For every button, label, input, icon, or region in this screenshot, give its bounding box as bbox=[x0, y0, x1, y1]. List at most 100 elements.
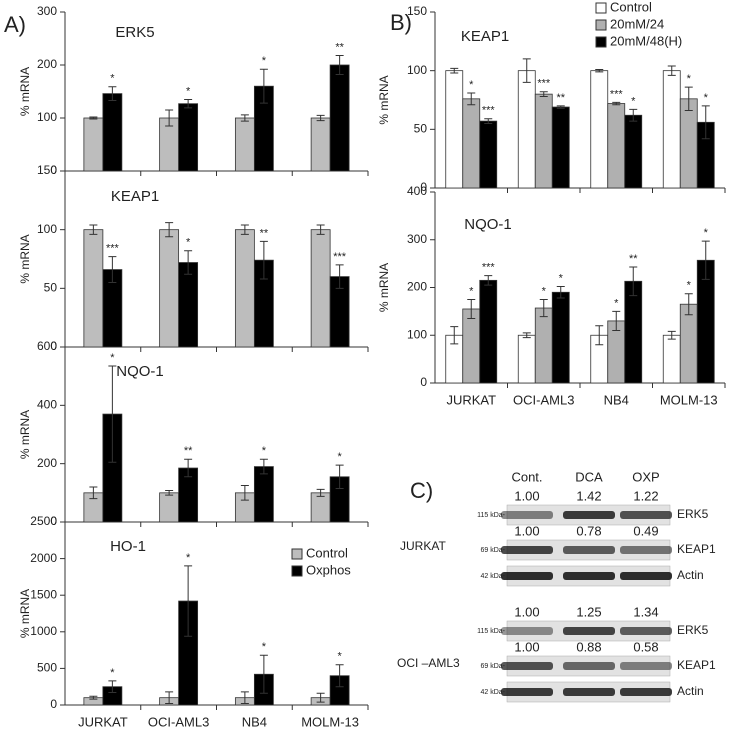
significance: * bbox=[186, 85, 191, 97]
significance: ** bbox=[335, 41, 344, 53]
bar bbox=[310, 229, 331, 348]
y-tick-label: 0 bbox=[420, 375, 427, 389]
y-tick-label: 100 bbox=[37, 110, 57, 124]
error-bar bbox=[316, 488, 325, 497]
blot-band bbox=[563, 688, 615, 696]
y-tick-label: 2500 bbox=[30, 514, 57, 528]
error-bar bbox=[595, 68, 604, 73]
error-bar bbox=[612, 101, 621, 106]
y-tick-label: 2000 bbox=[30, 551, 57, 565]
significance: *** bbox=[106, 243, 120, 255]
legend-label: Control bbox=[610, 0, 652, 14]
error-bar bbox=[165, 691, 174, 705]
y-tick-label: 600 bbox=[37, 339, 57, 353]
error-bar bbox=[165, 490, 174, 496]
significance: * bbox=[704, 227, 709, 239]
error-bar bbox=[484, 275, 493, 286]
quantification: 0.88 bbox=[576, 639, 601, 654]
blot-band bbox=[501, 511, 553, 519]
y-axis-label: % mRNA bbox=[377, 263, 391, 312]
error-bar bbox=[539, 298, 548, 318]
error-bar bbox=[108, 365, 117, 463]
significance: * bbox=[110, 73, 115, 85]
blot-band bbox=[620, 546, 672, 554]
y-tick-label: 300 bbox=[37, 4, 57, 18]
y-tick-label: 400 bbox=[407, 184, 427, 198]
legend-label: 20mM/24 bbox=[610, 16, 664, 31]
significance: * bbox=[186, 237, 191, 249]
y-tick-label: 150 bbox=[407, 4, 427, 18]
y-tick-label: 200 bbox=[37, 456, 57, 470]
legend-swatch bbox=[291, 548, 303, 560]
significance: * bbox=[687, 73, 692, 85]
bar bbox=[102, 93, 123, 172]
error-bar bbox=[335, 464, 344, 489]
y-tick-label: 0 bbox=[420, 180, 427, 194]
kda-marker: 69 kDa- bbox=[480, 547, 505, 554]
x-tick-label: OCI-AML3 bbox=[513, 392, 574, 407]
blot-band bbox=[501, 662, 553, 670]
bar bbox=[624, 280, 643, 384]
blot-band bbox=[563, 572, 615, 580]
chart-title: KEAP1 bbox=[111, 188, 159, 205]
legend-label: Control bbox=[306, 545, 348, 560]
x-tick-label: NB4 bbox=[242, 714, 267, 729]
error-bar bbox=[684, 293, 693, 316]
significance: * bbox=[614, 297, 619, 309]
bar bbox=[178, 103, 199, 172]
y-tick-label: 0 bbox=[50, 163, 57, 177]
blot-band bbox=[563, 546, 615, 554]
blot-band bbox=[501, 572, 553, 580]
lane-label: DCA bbox=[575, 469, 603, 484]
bar bbox=[590, 70, 609, 189]
error-bar bbox=[259, 654, 268, 694]
y-tick-label: 50 bbox=[414, 122, 428, 136]
error-bar bbox=[450, 67, 459, 74]
chart-title: KEAP1 bbox=[461, 28, 509, 45]
error-bar bbox=[522, 58, 531, 83]
y-tick-label: 200 bbox=[407, 280, 427, 294]
error-bar bbox=[701, 105, 710, 140]
bar bbox=[253, 466, 274, 523]
bar bbox=[159, 229, 180, 348]
y-tick-label: 200 bbox=[37, 57, 57, 71]
significance: * bbox=[262, 55, 267, 67]
significance: * bbox=[469, 285, 474, 297]
error-bar bbox=[316, 692, 325, 703]
error-bar bbox=[108, 86, 117, 102]
error-bar bbox=[450, 326, 459, 345]
significance: * bbox=[337, 651, 342, 663]
significance: * bbox=[110, 352, 115, 364]
error-bar bbox=[467, 298, 476, 320]
chart-title: HO-1 bbox=[110, 538, 146, 555]
error-bar bbox=[556, 286, 565, 299]
bar bbox=[310, 492, 331, 523]
significance: * bbox=[631, 95, 636, 107]
error-bar bbox=[629, 266, 638, 297]
significance: * bbox=[186, 552, 191, 564]
panel-label: C) bbox=[410, 478, 433, 503]
blot-band bbox=[563, 662, 615, 670]
significance: * bbox=[262, 445, 267, 457]
quantification: 1.00 bbox=[514, 523, 539, 538]
error-bar bbox=[165, 109, 174, 127]
blot-band bbox=[620, 511, 672, 519]
quantification: 0.58 bbox=[633, 639, 658, 654]
significance: * bbox=[704, 92, 709, 104]
bar bbox=[607, 103, 626, 189]
x-tick-label: MOLM-13 bbox=[660, 392, 718, 407]
bar bbox=[83, 117, 104, 172]
blot-band bbox=[620, 662, 672, 670]
bar bbox=[479, 279, 498, 384]
kda-marker: 115 kDa- bbox=[477, 628, 506, 635]
bar bbox=[662, 334, 681, 384]
quantification: 1.42 bbox=[576, 488, 601, 503]
y-tick-label: 0 bbox=[50, 697, 57, 711]
panel-label: A) bbox=[4, 12, 26, 37]
error-bar bbox=[556, 105, 565, 109]
significance: *** bbox=[482, 261, 496, 273]
bar bbox=[445, 70, 464, 189]
x-tick-label: JURKAT bbox=[78, 714, 128, 729]
error-bar bbox=[259, 240, 268, 280]
y-axis-label: % mRNA bbox=[18, 234, 32, 283]
